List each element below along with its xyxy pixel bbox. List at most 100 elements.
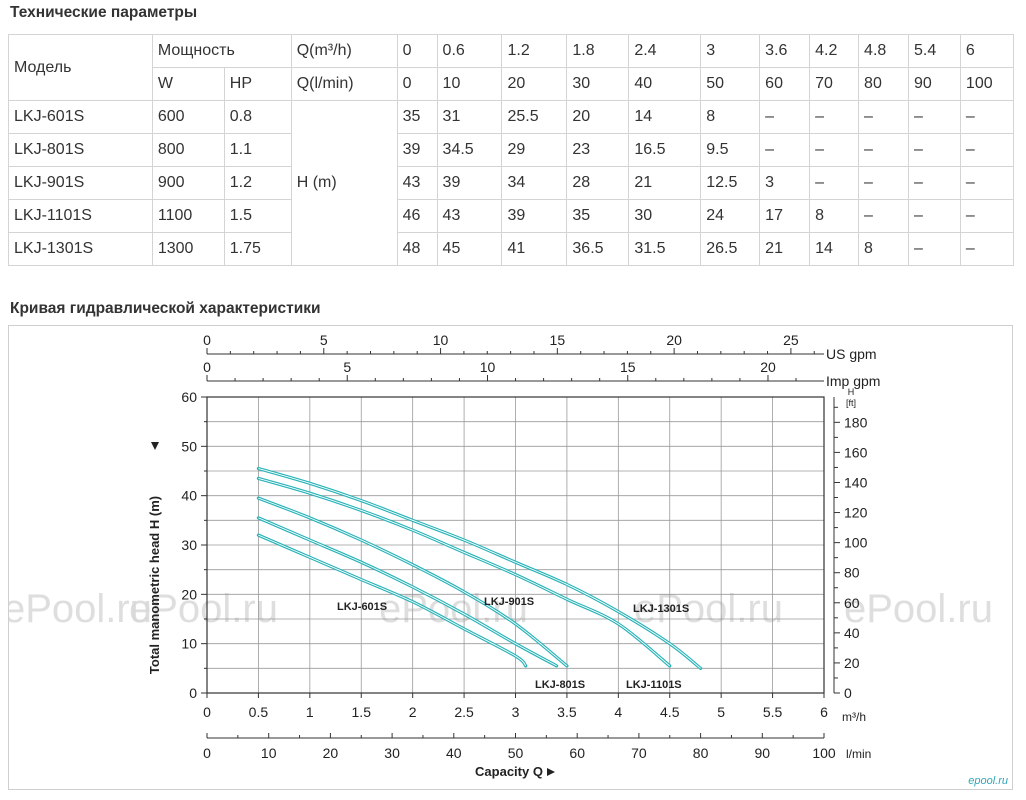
head-cell: 12.5 (700, 166, 761, 200)
imp-gpm-tick-label: 5 (343, 359, 351, 375)
watermark-text: ePool.ru (9, 587, 152, 631)
table-row: LKJ-601S 600 0.8 H (m) 35 31 25.5 20 14 8– – – – – (8, 100, 1015, 266)
hp-cell: 1.1 (223, 133, 292, 167)
w-header: W (151, 67, 225, 101)
us-gpm-tick-label: 0 (203, 332, 211, 348)
x-unit-lmin: l/min (846, 747, 871, 761)
head-cell: 14 (628, 100, 702, 134)
watermark-text: ePool.ru (844, 587, 993, 631)
brand-mark: epool.ru (968, 775, 1008, 787)
head-cell: 8 (809, 199, 860, 233)
y-tick-label: 60 (181, 389, 197, 405)
imp-gpm-tick-label: 10 (480, 359, 496, 375)
series-line-highlight (258, 468, 701, 669)
x-tick-label: 6 (820, 704, 828, 720)
chart-panel: ePool.ru ePool.ru ePool.ru ePool.ru ePool.ru… (8, 325, 1013, 790)
series-label: LKJ-1101S (626, 679, 682, 691)
head-cell: 48 (396, 232, 438, 266)
head-cell: 3 (759, 166, 811, 200)
ft-tick-label: 40 (844, 625, 860, 641)
head-cell: 25.5 (501, 100, 568, 134)
q-lmin-cell: 10 (436, 67, 503, 101)
q-lmin-cell: 40 (628, 67, 702, 101)
table-row: LKJ-801S 800 1.1 39 34.5 29 23 16.5 9.5– – – – – (8, 133, 1015, 167)
x-tick-label: 4.5 (660, 704, 680, 720)
watt-cell: 600 (151, 100, 225, 134)
table-header-row: Модель Мощность Q(m³/h) 0 0.6 1.2 1.8 2.4 3 3.6 4.… (8, 34, 1015, 101)
q-m3h-cell: 6 (959, 34, 1015, 68)
head-cell: – (858, 166, 909, 200)
power-header: Мощность (151, 34, 292, 68)
head-cell: 35 (566, 199, 630, 233)
watt-cell: 1100 (151, 199, 225, 233)
head-cell: 41 (501, 232, 568, 266)
head-cell: – (907, 199, 961, 233)
curve-section-title: Кривая гидравлической характеристики (10, 300, 321, 317)
ft-tick-label: 180 (844, 414, 868, 430)
head-cell: 36.5 (566, 232, 630, 266)
ft-tick-label: 100 (844, 535, 868, 551)
series-line-highlight (258, 497, 568, 667)
q-lmin-header: Q(l/min) (290, 67, 398, 101)
us-gpm-tick-label: 25 (783, 332, 799, 348)
model-cell: LKJ-1301S (8, 232, 153, 266)
us-gpm-tick-label: 20 (666, 332, 682, 348)
y-tick-label: 0 (189, 685, 197, 701)
head-cell: 45 (436, 232, 503, 266)
q-lmin-cell: 50 (700, 67, 761, 101)
ft-tick-label: 20 (844, 655, 860, 671)
h-label-cell: H (m) (290, 100, 398, 266)
q-m3h-cell: 0 (396, 34, 438, 68)
table-header-row: W HP Q(l/min) 0 10 20 30 40 50 60 70 80 90 100 (9, 67, 1015, 101)
q-m3h-cell: 3 (700, 34, 761, 68)
head-cell: 8 (858, 232, 909, 266)
us-gpm-tick-label: 15 (550, 332, 566, 348)
lmin-tick-label: 10 (261, 745, 277, 761)
q-m3h-cell: 1.8 (566, 34, 630, 68)
ft-tick-label: 140 (844, 474, 868, 490)
lmin-tick-label: 90 (755, 745, 771, 761)
ft-unit-ft: [ft] (846, 398, 856, 408)
y-arrow-icon (151, 442, 159, 450)
head-cell: – (759, 100, 811, 134)
y-tick-label: 30 (181, 537, 197, 553)
series-label: LKJ-801S (535, 679, 585, 691)
lmin-tick-label: 70 (631, 745, 647, 761)
head-cell: – (858, 199, 909, 233)
head-cell: 17 (759, 199, 811, 233)
us-gpm-tick-label: 5 (320, 332, 328, 348)
q-m3h-cell: 0.6 (436, 34, 503, 68)
q-lmin-cell: 60 (759, 67, 811, 101)
head-cell: – (907, 100, 961, 134)
head-cell: 46 (396, 199, 438, 233)
watt-cell: 900 (151, 166, 225, 200)
head-cell: 34 (501, 166, 568, 200)
x-arrow-icon (547, 768, 555, 776)
head-cell: 8 (700, 100, 761, 134)
q-lmin-cell: 20 (501, 67, 568, 101)
head-cell: 39 (396, 133, 438, 167)
model-cell: LKJ-1101S (8, 199, 153, 233)
model-header: Модель (8, 34, 153, 101)
ft-unit-h: H (848, 387, 855, 397)
imp-gpm-tick-label: 20 (760, 359, 776, 375)
head-cell: – (809, 166, 860, 200)
head-cell: 23 (566, 133, 630, 167)
series-label: LKJ-601S (337, 601, 387, 613)
head-cell: 21 (628, 166, 702, 200)
series-label: LKJ-901S (484, 596, 534, 608)
ft-tick-label: 120 (844, 505, 868, 521)
watt-cell: 800 (151, 133, 225, 167)
y-tick-label: 40 (181, 488, 197, 504)
head-cell: – (858, 100, 909, 134)
head-cell: 30 (628, 199, 702, 233)
ft-tick-label: 80 (844, 565, 860, 581)
hp-header: HP (223, 67, 292, 101)
head-cell: 39 (436, 166, 503, 200)
head-cell: – (907, 166, 961, 200)
head-cell: 28 (566, 166, 630, 200)
x-tick-label: 0 (203, 704, 211, 720)
hp-cell: 1.5 (223, 199, 292, 233)
head-cell: – (959, 100, 1015, 134)
